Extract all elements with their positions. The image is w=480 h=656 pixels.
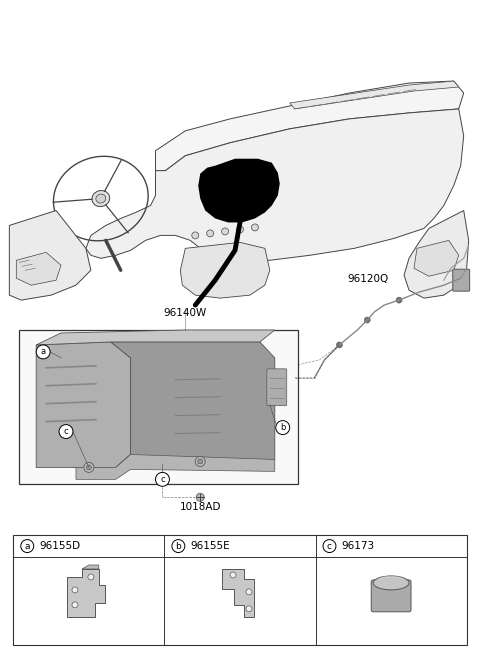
Text: b: b (280, 423, 286, 432)
Text: 96140W: 96140W (164, 308, 207, 318)
Polygon shape (9, 211, 91, 300)
Circle shape (323, 540, 336, 552)
Polygon shape (111, 342, 275, 468)
Text: 1018AD: 1018AD (180, 502, 221, 512)
FancyBboxPatch shape (19, 330, 298, 484)
Circle shape (192, 232, 199, 239)
Text: a: a (24, 542, 30, 550)
Polygon shape (414, 240, 459, 276)
Circle shape (172, 540, 185, 552)
Polygon shape (156, 81, 464, 171)
Text: c: c (160, 475, 165, 484)
Polygon shape (82, 565, 99, 569)
Circle shape (21, 540, 34, 552)
Circle shape (396, 297, 402, 303)
Polygon shape (86, 109, 464, 260)
Polygon shape (16, 253, 61, 285)
Circle shape (237, 226, 243, 233)
Circle shape (195, 457, 205, 466)
Circle shape (230, 572, 236, 578)
Circle shape (336, 342, 342, 348)
Ellipse shape (96, 194, 106, 203)
Polygon shape (222, 569, 254, 617)
Circle shape (196, 493, 204, 501)
Polygon shape (36, 342, 131, 468)
FancyBboxPatch shape (13, 535, 467, 645)
Circle shape (72, 602, 78, 608)
Circle shape (72, 587, 78, 593)
FancyBboxPatch shape (267, 369, 287, 405)
Polygon shape (404, 211, 468, 298)
Circle shape (222, 228, 228, 235)
Circle shape (36, 345, 50, 359)
Circle shape (207, 230, 214, 237)
FancyBboxPatch shape (371, 580, 411, 612)
Text: 96120Q: 96120Q (348, 274, 389, 284)
FancyBboxPatch shape (453, 269, 469, 291)
Text: b: b (176, 542, 181, 550)
Text: 96155E: 96155E (190, 541, 230, 551)
Circle shape (246, 589, 252, 595)
Circle shape (86, 465, 91, 470)
Circle shape (246, 606, 252, 612)
Polygon shape (76, 455, 275, 480)
Polygon shape (180, 242, 270, 298)
Circle shape (198, 459, 203, 464)
Circle shape (84, 462, 94, 472)
Circle shape (156, 472, 169, 486)
Text: a: a (41, 348, 46, 356)
Circle shape (252, 224, 258, 231)
Circle shape (88, 574, 94, 580)
Polygon shape (36, 330, 275, 345)
Polygon shape (67, 569, 105, 617)
Circle shape (59, 424, 73, 438)
Text: c: c (64, 427, 68, 436)
Ellipse shape (373, 576, 409, 590)
Text: 96173: 96173 (341, 541, 374, 551)
Ellipse shape (92, 190, 110, 207)
Circle shape (364, 317, 370, 323)
Polygon shape (290, 81, 459, 109)
Polygon shape (198, 159, 280, 222)
Text: c: c (327, 542, 332, 550)
Circle shape (276, 420, 290, 434)
Text: 96155D: 96155D (39, 541, 80, 551)
